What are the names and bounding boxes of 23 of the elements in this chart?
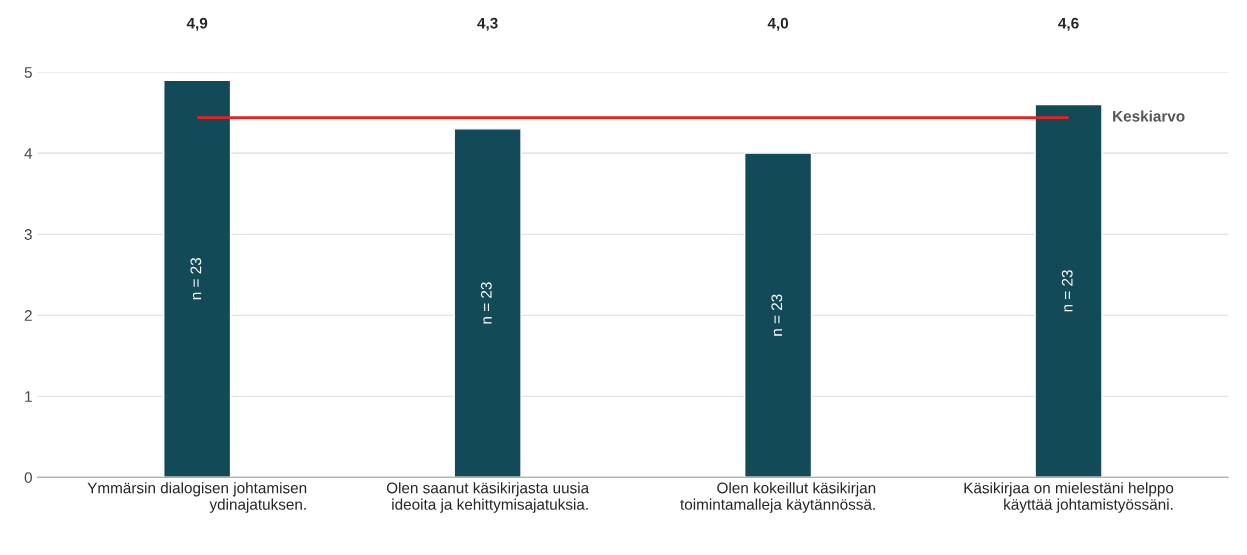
y-tick-label: 4	[24, 148, 33, 159]
bar	[453, 128, 522, 478]
bar	[1034, 103, 1103, 478]
y-tick-label: 5	[24, 67, 32, 78]
annotation: n = 23	[1061, 270, 1073, 312]
y-tick-label: 0	[24, 472, 32, 483]
x-tick-label: Olen kokeillut käsikirjan toimintamalleja käytännössä.	[680, 482, 876, 513]
data-label: 4,0	[767, 17, 789, 31]
y-tick-label: 2	[24, 310, 32, 321]
ref-line-label: Keskiarvo	[1113, 110, 1185, 122]
data-label: 4,9	[186, 17, 208, 31]
bar	[163, 79, 232, 478]
x-tick-label: Käsikirjaa on mielestäni helppo käyttää johtamistyössäni.	[964, 482, 1174, 513]
data-label: 4,3	[477, 17, 498, 31]
annotation: n = 23	[480, 282, 492, 324]
data-label: 4,6	[1058, 17, 1079, 31]
annotation: n = 23	[190, 258, 202, 300]
x-tick-label: Olen saanut käsikirjasta uusia ideoita ja kehittymisajatuksia.	[386, 482, 590, 513]
annotation: n = 23	[771, 294, 783, 336]
y-tick-label: 1	[25, 391, 32, 402]
bar	[743, 152, 813, 478]
x-tick-label: Ymmärsin dialogisen johtamisen ydinajatuksen.	[87, 482, 307, 513]
y-tick-label: 3	[24, 229, 32, 240]
